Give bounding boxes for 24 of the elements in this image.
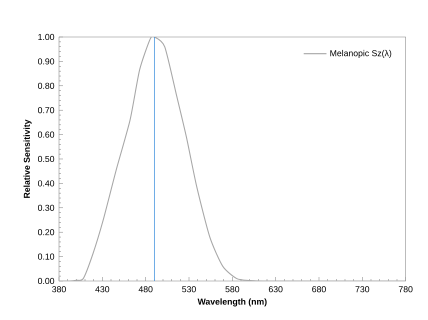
line-series	[59, 36, 406, 281]
x-tick-label: 780	[398, 286, 413, 292]
y-tick-label: 0.40	[38, 180, 54, 186]
y-tick-label: 1.00	[38, 34, 54, 40]
x-tick-label: 580	[225, 286, 240, 292]
legend-label: Melanopic Sz(λ)	[330, 50, 392, 58]
x-tick-label: 680	[312, 286, 326, 292]
y-axis-title: Relative Sensitivity	[24, 120, 32, 198]
y-tick-label: 0.70	[38, 107, 54, 114]
y-tick-label: 0.00	[38, 278, 54, 284]
y-tick-label: 0.20	[38, 229, 54, 236]
x-tick-label: 480	[138, 286, 153, 292]
x-tick-label: 530	[182, 286, 196, 292]
x-tick-label: 730	[356, 286, 370, 292]
x-tick-label: 380	[52, 286, 66, 292]
y-tick-label: 0.80	[38, 82, 54, 89]
x-tick-label: 430	[95, 286, 110, 292]
y-tick-label: 0.10	[38, 254, 54, 260]
x-axis-title: Wavelength (nm)	[198, 298, 267, 306]
y-tick-label: 0.60	[38, 132, 54, 138]
y-tick-label: 0.90	[38, 58, 54, 64]
y-tick-label: 0.50	[38, 156, 54, 162]
y-tick-label: 0.30	[38, 204, 54, 211]
x-tick-label: 630	[268, 286, 283, 292]
